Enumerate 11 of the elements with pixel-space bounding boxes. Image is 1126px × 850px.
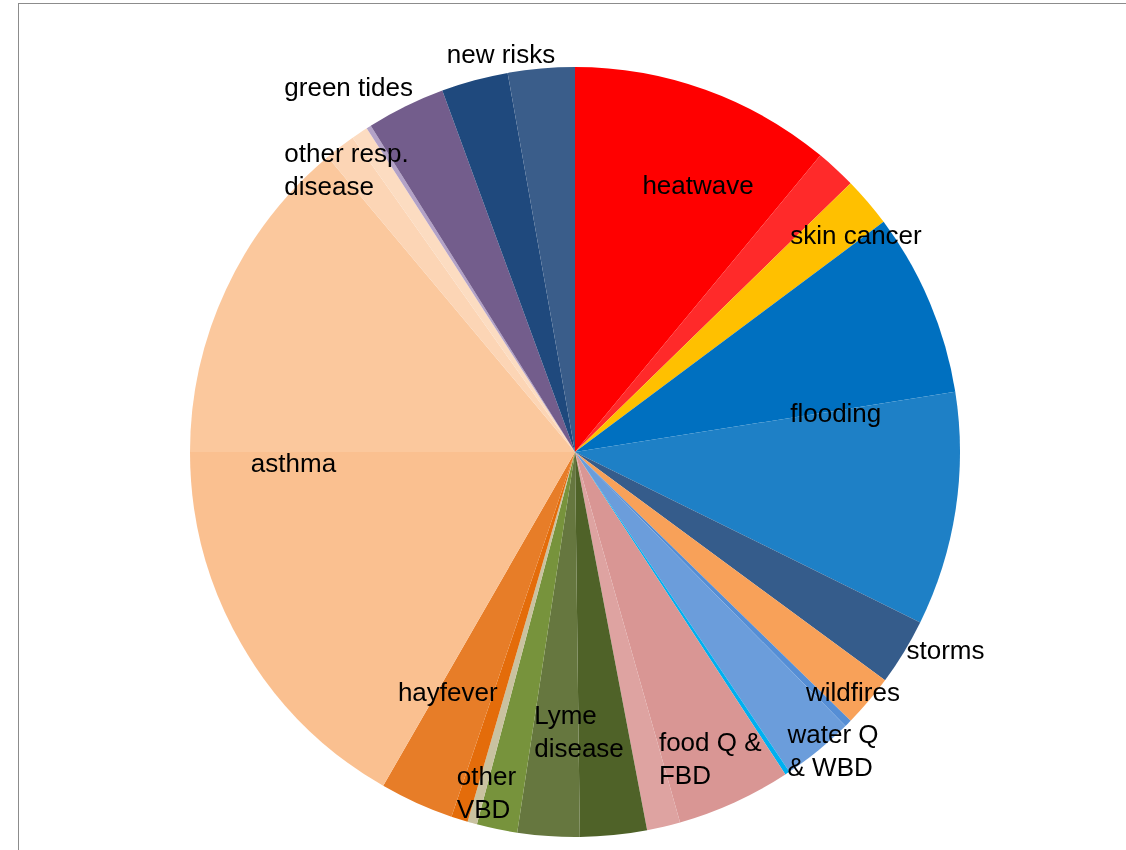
slice-label: storms — [906, 634, 985, 665]
slice-label: flooding — [790, 398, 882, 429]
slice-label: other resp. disease — [284, 138, 409, 202]
slice-label: skin cancer — [790, 219, 923, 250]
slice-label: Lyme disease — [534, 700, 624, 764]
slice-label: hayfever — [397, 676, 498, 707]
slice-label: food Q & FBD — [658, 727, 762, 791]
slice-label: green tides — [284, 72, 413, 103]
slice-label: heatwave — [642, 169, 754, 200]
slice-label: asthma — [250, 448, 337, 479]
slice-label: new risks — [446, 39, 556, 70]
